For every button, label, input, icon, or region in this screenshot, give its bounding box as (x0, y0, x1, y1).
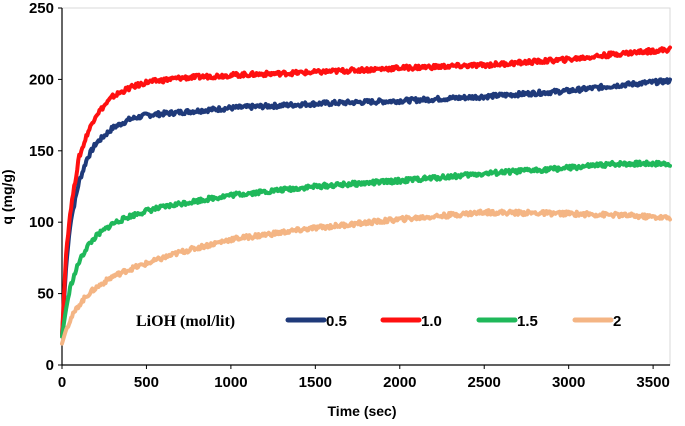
series-line-0-5 (60, 77, 672, 339)
y-tick-label: 150 (29, 143, 54, 160)
x-tick-label: 2500 (468, 374, 501, 391)
y-tick-label: 0 (46, 357, 54, 374)
x-axis-title: Time (sec) (328, 403, 397, 419)
y-tick-label: 50 (37, 286, 54, 303)
x-tick-label: 1000 (214, 374, 247, 391)
y-tick-label: 100 (29, 214, 54, 231)
legend-title: LiOH (mol/lit) (136, 313, 235, 330)
y-tick-label: 250 (29, 0, 54, 17)
legend-label: 0.5 (326, 313, 347, 330)
series-line-1-0 (60, 45, 672, 339)
legend-label: 1.5 (517, 313, 538, 330)
x-tick-label: 3500 (636, 374, 669, 391)
x-tick-label: 1500 (299, 374, 332, 391)
y-axis-title: q (mg/g) (0, 169, 15, 224)
x-tick-label: 500 (134, 374, 159, 391)
series-line-2 (60, 208, 672, 346)
x-tick-label: 0 (58, 374, 66, 391)
series-line-1-5 (60, 159, 672, 339)
x-tick-label: 2000 (383, 374, 416, 391)
legend-label: 2 (613, 313, 621, 330)
x-tick-label: 3000 (552, 374, 585, 391)
legend-label: 1.0 (421, 313, 442, 330)
y-tick-label: 200 (29, 71, 54, 88)
